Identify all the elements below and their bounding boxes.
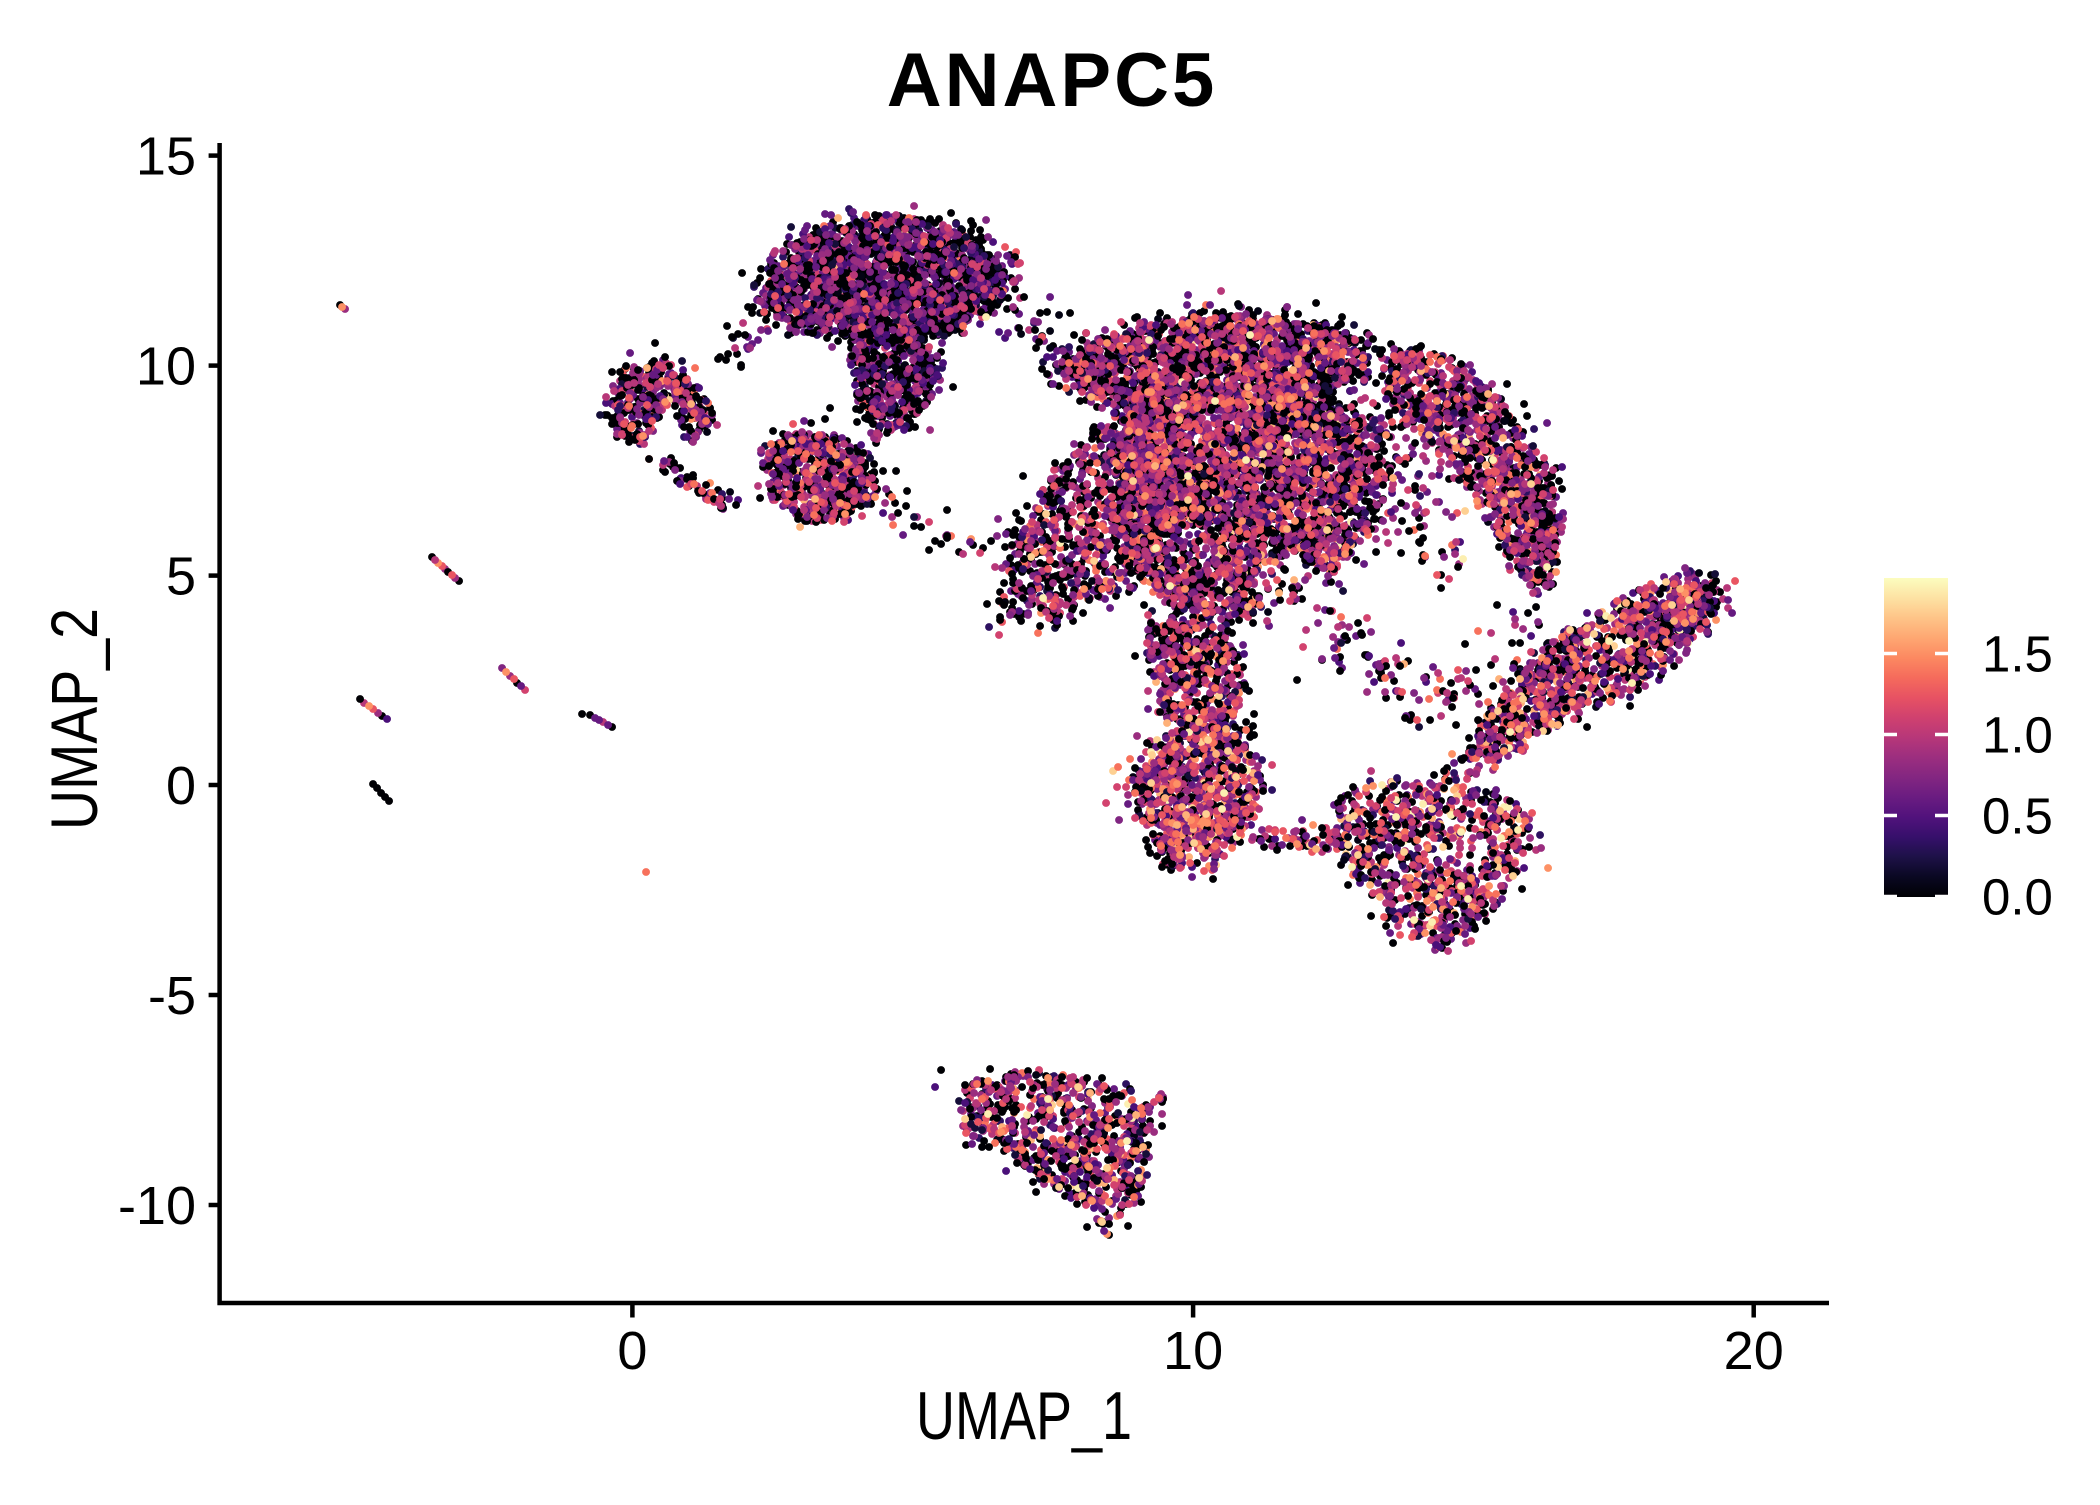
svg-text:5: 5 [166,547,196,607]
svg-text:0.0: 0.0 [1982,869,2053,926]
svg-text:10: 10 [136,337,196,397]
svg-text:0: 0 [166,756,196,816]
svg-text:-5: -5 [148,966,196,1026]
svg-text:ANAPC5: ANAPC5 [887,38,1218,123]
svg-text:0: 0 [617,1321,647,1381]
svg-text:10: 10 [1163,1321,1223,1381]
svg-text:1.5: 1.5 [1982,626,2053,683]
svg-text:-10: -10 [118,1176,196,1236]
svg-text:0.5: 0.5 [1982,788,2053,845]
svg-text:UMAP_1: UMAP_1 [916,1378,1132,1454]
svg-text:20: 20 [1724,1321,1784,1381]
svg-text:UMAP_2: UMAP_2 [37,608,111,830]
svg-text:1.0: 1.0 [1982,707,2053,764]
svg-text:15: 15 [136,127,196,187]
